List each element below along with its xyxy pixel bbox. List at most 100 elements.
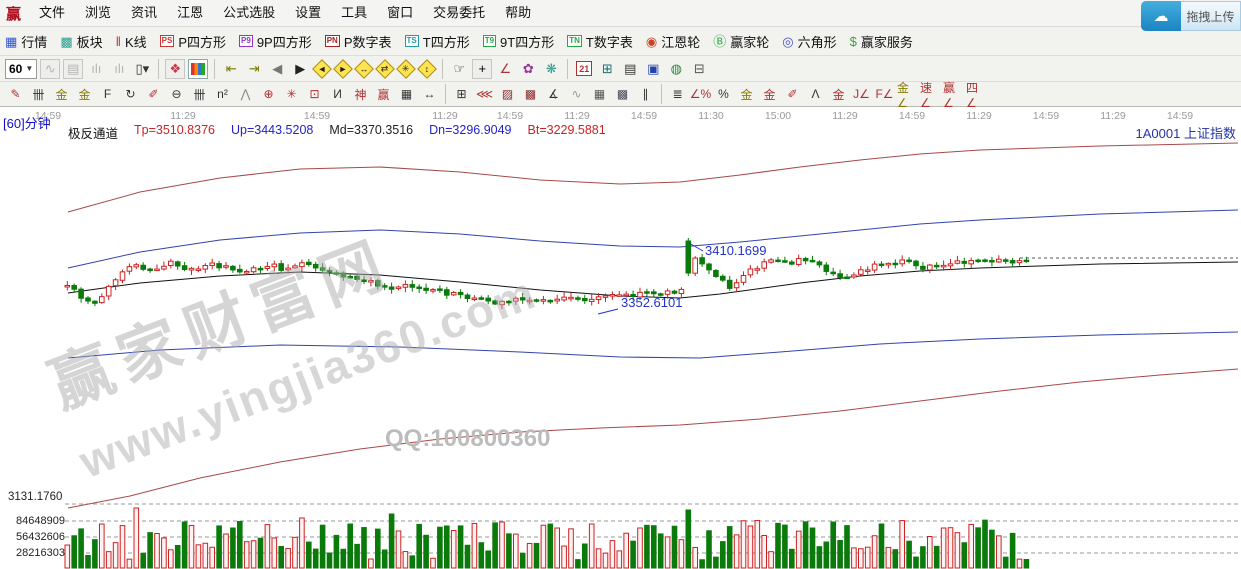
tool-winner-service[interactable]: $ 赢家服务 [850, 32, 913, 51]
indicator-name: 极反通道 [68, 127, 119, 141]
menu-item-2[interactable]: 资讯 [131, 5, 158, 20]
diamond-right-button[interactable]: ► [333, 58, 354, 79]
color-bars-tool[interactable] [188, 58, 209, 79]
calculator-tool[interactable]: ⊞ [601, 60, 613, 76]
star-circle-tool[interactable]: ✳ [286, 87, 297, 101]
grid-123-tool[interactable]: ▦ [400, 87, 413, 101]
gann-grid-tool[interactable]: ▦ [593, 87, 606, 101]
gold-ruler-tool[interactable]: 金 [55, 87, 68, 102]
shaded-fan2-tool[interactable]: ▩ [524, 87, 537, 101]
shaded-fan-tool[interactable]: ▨ [501, 87, 514, 101]
square-number-tool[interactable]: n² [217, 87, 228, 101]
span-arrow-tool[interactable]: ↔ [423, 87, 436, 101]
diamond-star-button[interactable]: ✳ [396, 58, 417, 79]
gold-ruler2-tool[interactable]: 金 [78, 87, 91, 102]
wave-tool[interactable]: ∿ [571, 87, 582, 101]
tool-sectors[interactable]: ▩ 板块 [60, 32, 102, 51]
minute9-tool[interactable]: ılı [114, 61, 125, 76]
gold-angle-tool[interactable]: 金∠ [897, 80, 910, 110]
j-angle-tool[interactable]: J∠ [853, 87, 870, 101]
ladder-tool[interactable]: ≣ [672, 87, 683, 101]
menu-item-0[interactable]: 文件 [39, 5, 66, 20]
save-tool[interactable]: ▣ [647, 60, 660, 76]
shen-grid-tool[interactable]: 神 [354, 87, 367, 102]
gold-under-tool[interactable]: 金 [832, 87, 845, 102]
tool-p-number[interactable]: PN P数字表 [324, 32, 392, 51]
diamond-expand-button[interactable]: ↔ [354, 58, 375, 79]
export-web-tool[interactable]: ◍ [670, 60, 682, 76]
brush3-tool[interactable]: ✐ [787, 87, 798, 101]
tool-t-square[interactable]: TS T四方形 [404, 32, 470, 51]
brush-tool[interactable]: ✎ [10, 87, 21, 101]
flower-tool[interactable]: ✿ [522, 60, 534, 76]
percent-tool[interactable]: % [718, 87, 729, 101]
ying-grid-tool[interactable]: 赢 [377, 87, 390, 102]
list-tool[interactable]: ▤ [63, 58, 84, 79]
menu-item-6[interactable]: 工具 [341, 5, 368, 20]
crosshair-tool[interactable]: + [472, 58, 493, 79]
step-forward-button[interactable]: ▶ [295, 60, 306, 76]
square-target-tool[interactable]: ⊡ [309, 87, 320, 101]
calendar-tool[interactable]: 21 [574, 59, 594, 79]
ying-angle-tool[interactable]: 赢∠ [943, 80, 956, 110]
tool-p-square[interactable]: PS P四方形 [159, 32, 226, 51]
diamond-left-button[interactable]: ◄ [312, 58, 333, 79]
gold-circle-tool[interactable]: 金 [740, 87, 753, 102]
percent-angle-tool[interactable]: ∠% [689, 87, 712, 101]
fibonacci-ruler-tool[interactable]: F [103, 87, 112, 101]
menu-item-7[interactable]: 窗口 [387, 5, 414, 20]
print-tool[interactable]: ⊟ [693, 60, 705, 76]
hand-tool[interactable]: ☞ [453, 60, 466, 76]
menu-item-1[interactable]: 浏览 [85, 5, 112, 20]
go-last-button[interactable]: ⇥ [248, 60, 260, 76]
price-chart-svg[interactable]: 3410.1699 3352.6101 [0, 107, 1241, 569]
gann-comb-tool[interactable]: 卌 [32, 87, 45, 102]
parallel-lines-tool[interactable]: ∥ [642, 87, 649, 101]
memo-tool[interactable]: ▤ [624, 60, 637, 76]
drag-upload-widget[interactable]: ☁ 拖拽上传 [1141, 1, 1241, 31]
tool-quotes[interactable]: ▦ 行情 [5, 32, 47, 51]
mirror-angle-tool[interactable]: ⋀ [240, 87, 251, 101]
f-angle-tool[interactable]: F∠ [875, 87, 894, 101]
wave-mark-tool[interactable]: И [333, 87, 342, 101]
tool-9t-square[interactable]: T9 9T四方形 [482, 32, 554, 51]
tool-gann-wheel[interactable]: ◉ 江恩轮 [646, 32, 700, 51]
channel-indicator-tool[interactable]: ❖ [165, 58, 186, 79]
menu-item-5[interactable]: 设置 [295, 5, 322, 20]
box-ruler-tool[interactable]: ⊞ [456, 87, 467, 101]
winner-service-icon: $ [849, 33, 857, 49]
diamond-fit-button[interactable]: ↕ [417, 58, 438, 79]
chart-area[interactable]: 3410.1699 3352.6101 赢家财富网 www.yingjia360.… [0, 107, 1241, 569]
tool-hexagon[interactable]: ◎ 六角形 [782, 32, 836, 51]
step-back-button[interactable]: ◀ [272, 60, 283, 76]
web-chart-tool[interactable]: ❋ [545, 60, 557, 76]
fan-lines-tool[interactable]: ⋘ [475, 87, 494, 101]
interval-dropdown[interactable]: 60 ▼ [5, 58, 38, 79]
trend-angle-tool[interactable]: ∡ [548, 87, 559, 101]
candle-style-dropdown[interactable]: ▯▾ [135, 60, 150, 76]
comb2-tool[interactable]: 卌 [193, 87, 206, 102]
zigzag-tool[interactable]: ∿ [40, 58, 61, 79]
cycle-ruler-tool[interactable]: ⊖ [171, 87, 182, 101]
speed-angle-tool[interactable]: 速∠ [920, 80, 933, 110]
tool-t-number[interactable]: TN T数字表 [567, 32, 633, 51]
menu-item-9[interactable]: 帮助 [505, 5, 532, 20]
brush2-tool[interactable]: ✐ [148, 87, 159, 101]
indicator-readout: 极反通道 Tp=3510.8376 Up=3443.5208 Md=3370.3516… [68, 123, 606, 142]
minute3-tool[interactable]: ılı [91, 61, 102, 76]
tool-9p-square[interactable]: P9 9P四方形 [239, 32, 312, 51]
menu-item-4[interactable]: 公式选股 [223, 5, 276, 20]
go-first-button[interactable]: ⇤ [225, 60, 237, 76]
tool-kline[interactable]: ‖ K线 [116, 32, 147, 51]
angle-measure-tool[interactable]: ∠ [499, 60, 512, 76]
menu-item-8[interactable]: 交易委托 [433, 5, 486, 20]
wave-angle-tool[interactable]: Λ [811, 87, 820, 101]
spiral-tool[interactable]: ↻ [125, 87, 136, 101]
four-angle-tool[interactable]: 四∠ [966, 80, 979, 110]
tool-winner-wheel[interactable]: Ⓑ 赢家轮 [713, 32, 769, 51]
diamond-shrink-button[interactable]: ⇄ [375, 58, 396, 79]
menu-item-3[interactable]: 江恩 [177, 5, 204, 20]
gann-box-tool[interactable]: ▩ [616, 87, 629, 101]
circle-cross-tool[interactable]: ⊕ [263, 87, 274, 101]
gold-line-tool[interactable]: 金 [763, 87, 776, 102]
